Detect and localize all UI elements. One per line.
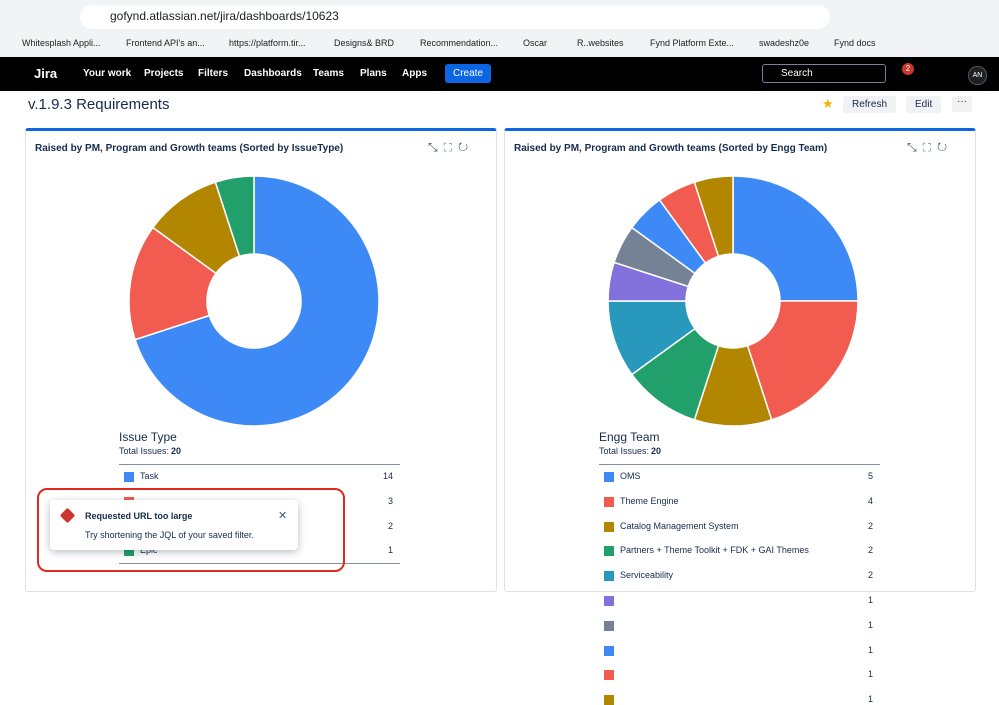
total-value: 20 [651,446,662,456]
legend-value: 1 [867,694,873,705]
legend-value: 1 [867,619,873,630]
toast-message: Try shortening the JQL of your saved fil… [85,530,254,540]
legend-value: 1 [867,595,873,605]
bookmark[interactable]: Recommendation... [420,38,499,48]
gadget-icons[interactable]: ⤡⛶↻ [907,140,954,154]
legend-name[interactable]: Serviceability [620,570,674,581]
legend-name[interactable]: Epic [140,545,158,556]
dash-title: v.1.9.3 Requirements [28,96,170,113]
total-label: Total Issues: [119,446,170,456]
more-button[interactable]: ··· [952,96,972,112]
legend-name[interactable]: Task [140,471,159,481]
donut [128,175,380,427]
nav-item[interactable]: Plans [360,68,387,79]
jira-logo[interactable]: Jira [34,66,58,81]
legend-value: 2 [867,545,873,556]
legend-value: 2 [387,520,393,531]
nav-item[interactable]: Your work [83,68,132,79]
legend-name[interactable]: OMS [620,471,641,481]
legend-name[interactable]: Catalog Management System [620,520,739,531]
slice[interactable] [128,226,218,341]
legend-rule [599,464,880,465]
bookmark[interactable]: Oscar [523,38,548,48]
nav-item[interactable]: Dashboards [244,68,302,79]
legend-swatch [604,670,614,681]
bookmark[interactable]: swadeshz0e [759,38,810,48]
legend-swatch [604,472,614,482]
legend-swatch [604,645,614,656]
legend-value: 5 [867,471,873,481]
search-box[interactable]: Search [762,64,886,83]
star[interactable]: ★ [822,96,834,111]
legend-value: 1 [867,644,873,655]
legend-name[interactable]: Partners + Theme Toolkit + FDK + GAI The… [620,545,809,556]
bookmark[interactable]: Designs& BRD [334,38,395,48]
legend-rule [119,563,400,564]
bookmark[interactable]: Whitesplash Appli... [22,38,101,48]
nav-item[interactable]: Teams [313,68,344,79]
legend-value: 2 [867,570,873,581]
nav-item[interactable]: Filters [198,68,229,79]
donut [607,175,859,427]
bookmark[interactable]: R..websites [577,38,624,48]
bookmark[interactable]: Frontend API's an... [126,38,205,48]
toast-title: Requested URL too large [85,511,193,521]
legend-value: 1 [387,545,393,556]
legend-rule [119,464,400,465]
legend-swatch [604,695,614,705]
toast-highlight [37,488,345,572]
legend-value: 1 [867,669,873,680]
avatar[interactable]: AN [968,66,987,85]
legend-value: 2 [867,520,873,531]
legend-value: 14 [382,471,393,481]
slice[interactable] [746,300,859,421]
slice[interactable] [693,175,734,258]
bookmark[interactable]: Fynd docs [834,38,876,48]
legend-title: Engg Team [599,430,660,444]
legend-swatch [124,472,134,482]
legend-swatch [604,596,614,606]
edit-button[interactable]: Edit [906,96,942,113]
refresh-button[interactable]: Refresh [843,96,897,113]
notification-badge: 2 [902,63,914,75]
slice[interactable] [134,175,380,427]
total-value: 20 [171,446,182,456]
url-box[interactable] [80,5,830,29]
legend-swatch [604,521,614,532]
gadget-icons[interactable]: ⤡⛶↻ [428,140,475,154]
jira-nav [0,57,999,91]
nav-item[interactable]: Projects [144,68,184,79]
toast [50,500,298,550]
slice[interactable] [732,175,859,302]
total-label: Total Issues: [599,446,650,456]
legend-swatch [604,496,614,507]
create-button[interactable]: Create [445,64,492,83]
legend-value: 3 [387,495,393,506]
bookmark[interactable]: Fynd Platform Exte... [650,38,735,48]
slice[interactable] [214,175,255,258]
legend-swatch [604,546,614,557]
legend-name[interactable]: Theme Engine [620,495,679,506]
url[interactable]: gofynd.atlassian.net/jira/dashboards/106… [110,9,339,23]
legend-swatch [604,571,614,582]
nav-item[interactable]: Apps [402,68,427,79]
toast-close[interactable]: ✕ [278,510,288,522]
bookmark[interactable]: https://platform.tir... [229,38,306,48]
legend-title: Issue Type [119,430,177,444]
gadget-title: Raised by PM, Program and Growth teams (… [514,143,828,154]
gadget-title: Raised by PM, Program and Growth teams (… [35,143,344,154]
legend-swatch [124,546,134,557]
legend-value: 4 [867,495,873,506]
legend-swatch [604,620,614,631]
